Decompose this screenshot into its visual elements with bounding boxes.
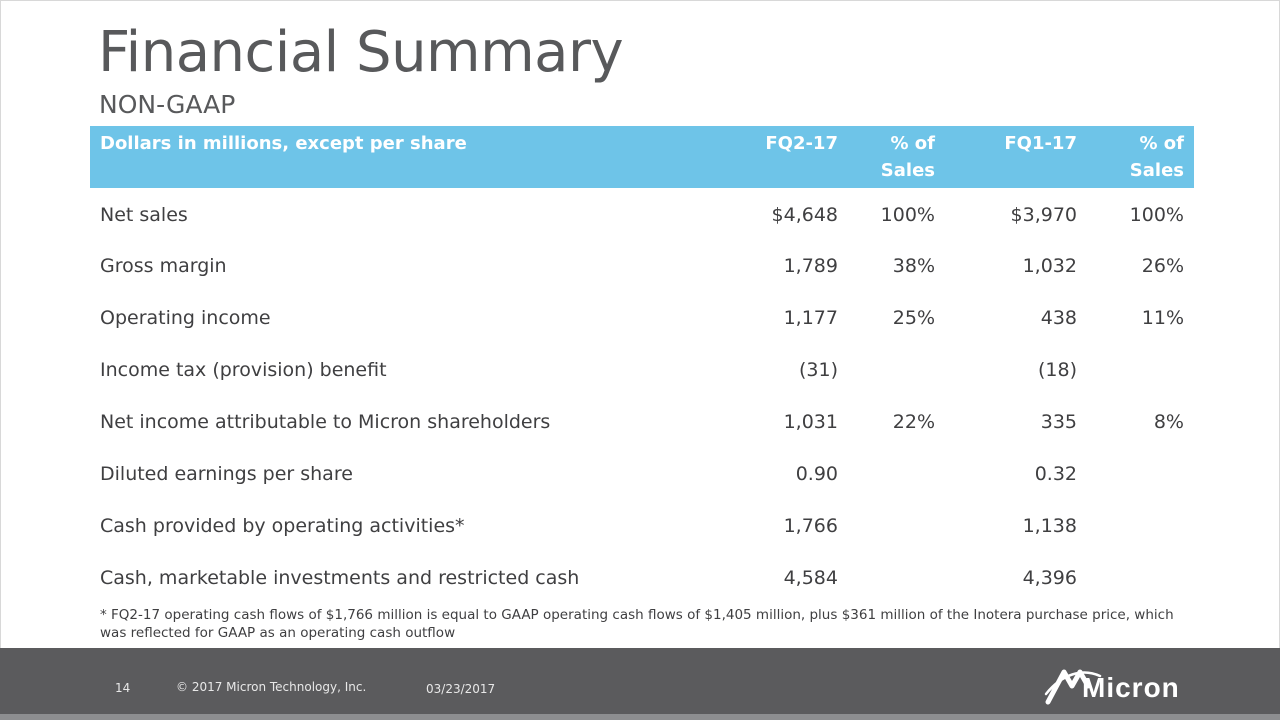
fq1-pct-value: 26% [1141, 255, 1184, 277]
fq2-pct-value: 38% [892, 255, 935, 277]
slide-subtitle: NON-GAAP [99, 90, 236, 119]
row-label: Cash, marketable investments and restric… [100, 567, 580, 589]
fq1-value: (18) [1037, 359, 1077, 381]
fq2-value: (31) [798, 359, 838, 381]
table-row: Operating income 1,177 25% 438 11% [90, 292, 1194, 344]
fq1-pct-value: 100% [1129, 204, 1184, 226]
fq2-pct-value [848, 344, 945, 396]
row-label: Gross margin [100, 255, 227, 277]
table-row: Net sales $4,648 100% $3,970 100% [90, 188, 1194, 240]
fq2-value: 4,584 [783, 567, 838, 589]
footnote: * FQ2-17 operating cash flows of $1,766 … [100, 607, 1174, 642]
fq1-pct-value [1087, 344, 1194, 396]
fq1-pct-value [1087, 500, 1194, 552]
fq2-pct-value: 100% [880, 204, 935, 226]
row-label: Operating income [100, 307, 271, 329]
fq1-value: 1,138 [1022, 515, 1077, 537]
table-header: Dollars in millions, except per share FQ… [90, 126, 1194, 188]
row-label: Net sales [100, 204, 188, 226]
fq2-value: 1,789 [783, 255, 838, 277]
micron-logo: Micron [1044, 669, 1180, 705]
table-row: Net income attributable to Micron shareh… [90, 396, 1194, 448]
row-label: Cash provided by operating activities* [100, 515, 465, 537]
header-pct-of-sales-fq2: % of Sales [880, 133, 935, 181]
row-label: Diluted earnings per share [100, 463, 353, 485]
fq1-pct-value [1087, 552, 1194, 604]
fq1-value: 335 [1040, 411, 1077, 433]
fq1-value: 1,032 [1022, 255, 1077, 277]
fq2-pct-value [848, 552, 945, 604]
table-row: Cash provided by operating activities* 1… [90, 500, 1194, 552]
fq2-pct-value [848, 448, 945, 500]
footer-date: 03/23/2017 [426, 682, 496, 696]
fq2-value: 0.90 [795, 463, 838, 485]
fq1-pct-value: 11% [1141, 307, 1184, 329]
fq2-pct-value [848, 500, 945, 552]
fq1-pct-value [1087, 448, 1194, 500]
table-row: Cash, marketable investments and restric… [90, 552, 1194, 604]
table-row: Diluted earnings per share 0.90 0.32 [90, 448, 1194, 500]
row-label: Net income attributable to Micron shareh… [100, 411, 551, 433]
fq1-value: 0.32 [1034, 463, 1077, 485]
fq2-pct-value: 25% [892, 307, 935, 329]
footer-accent-line [0, 714, 1280, 720]
header-description: Dollars in millions, except per share [100, 133, 467, 154]
fq1-pct-value: 8% [1153, 411, 1184, 433]
header-fq2-17: FQ2-17 [765, 133, 838, 154]
fq2-value: $4,648 [771, 204, 838, 226]
header-row: Dollars in millions, except per share FQ… [90, 126, 1194, 188]
financial-summary-table: Dollars in millions, except per share FQ… [90, 126, 1194, 604]
header-fq1-17: FQ1-17 [1004, 133, 1077, 154]
fq1-value: $3,970 [1010, 204, 1077, 226]
micron-logo-text: Micron [1082, 672, 1180, 703]
fq2-value: 1,177 [783, 307, 838, 329]
fq2-value: 1,766 [783, 515, 838, 537]
fq1-value: 438 [1040, 307, 1077, 329]
fq1-value: 4,396 [1022, 567, 1077, 589]
fq2-value: 1,031 [783, 411, 838, 433]
header-pct-of-sales-fq1: % of Sales [1129, 133, 1184, 181]
table-row: Gross margin 1,789 38% 1,032 26% [90, 240, 1194, 292]
row-label: Income tax (provision) benefit [100, 359, 387, 381]
micron-logo-icon [1044, 669, 1102, 705]
slide-title: Financial Summary [98, 20, 624, 85]
page-number: 14 [115, 681, 131, 695]
fq2-pct-value: 22% [892, 411, 935, 433]
table-row: Income tax (provision) benefit (31) (18) [90, 344, 1194, 396]
copyright: © 2017 Micron Technology, Inc. [176, 680, 367, 694]
